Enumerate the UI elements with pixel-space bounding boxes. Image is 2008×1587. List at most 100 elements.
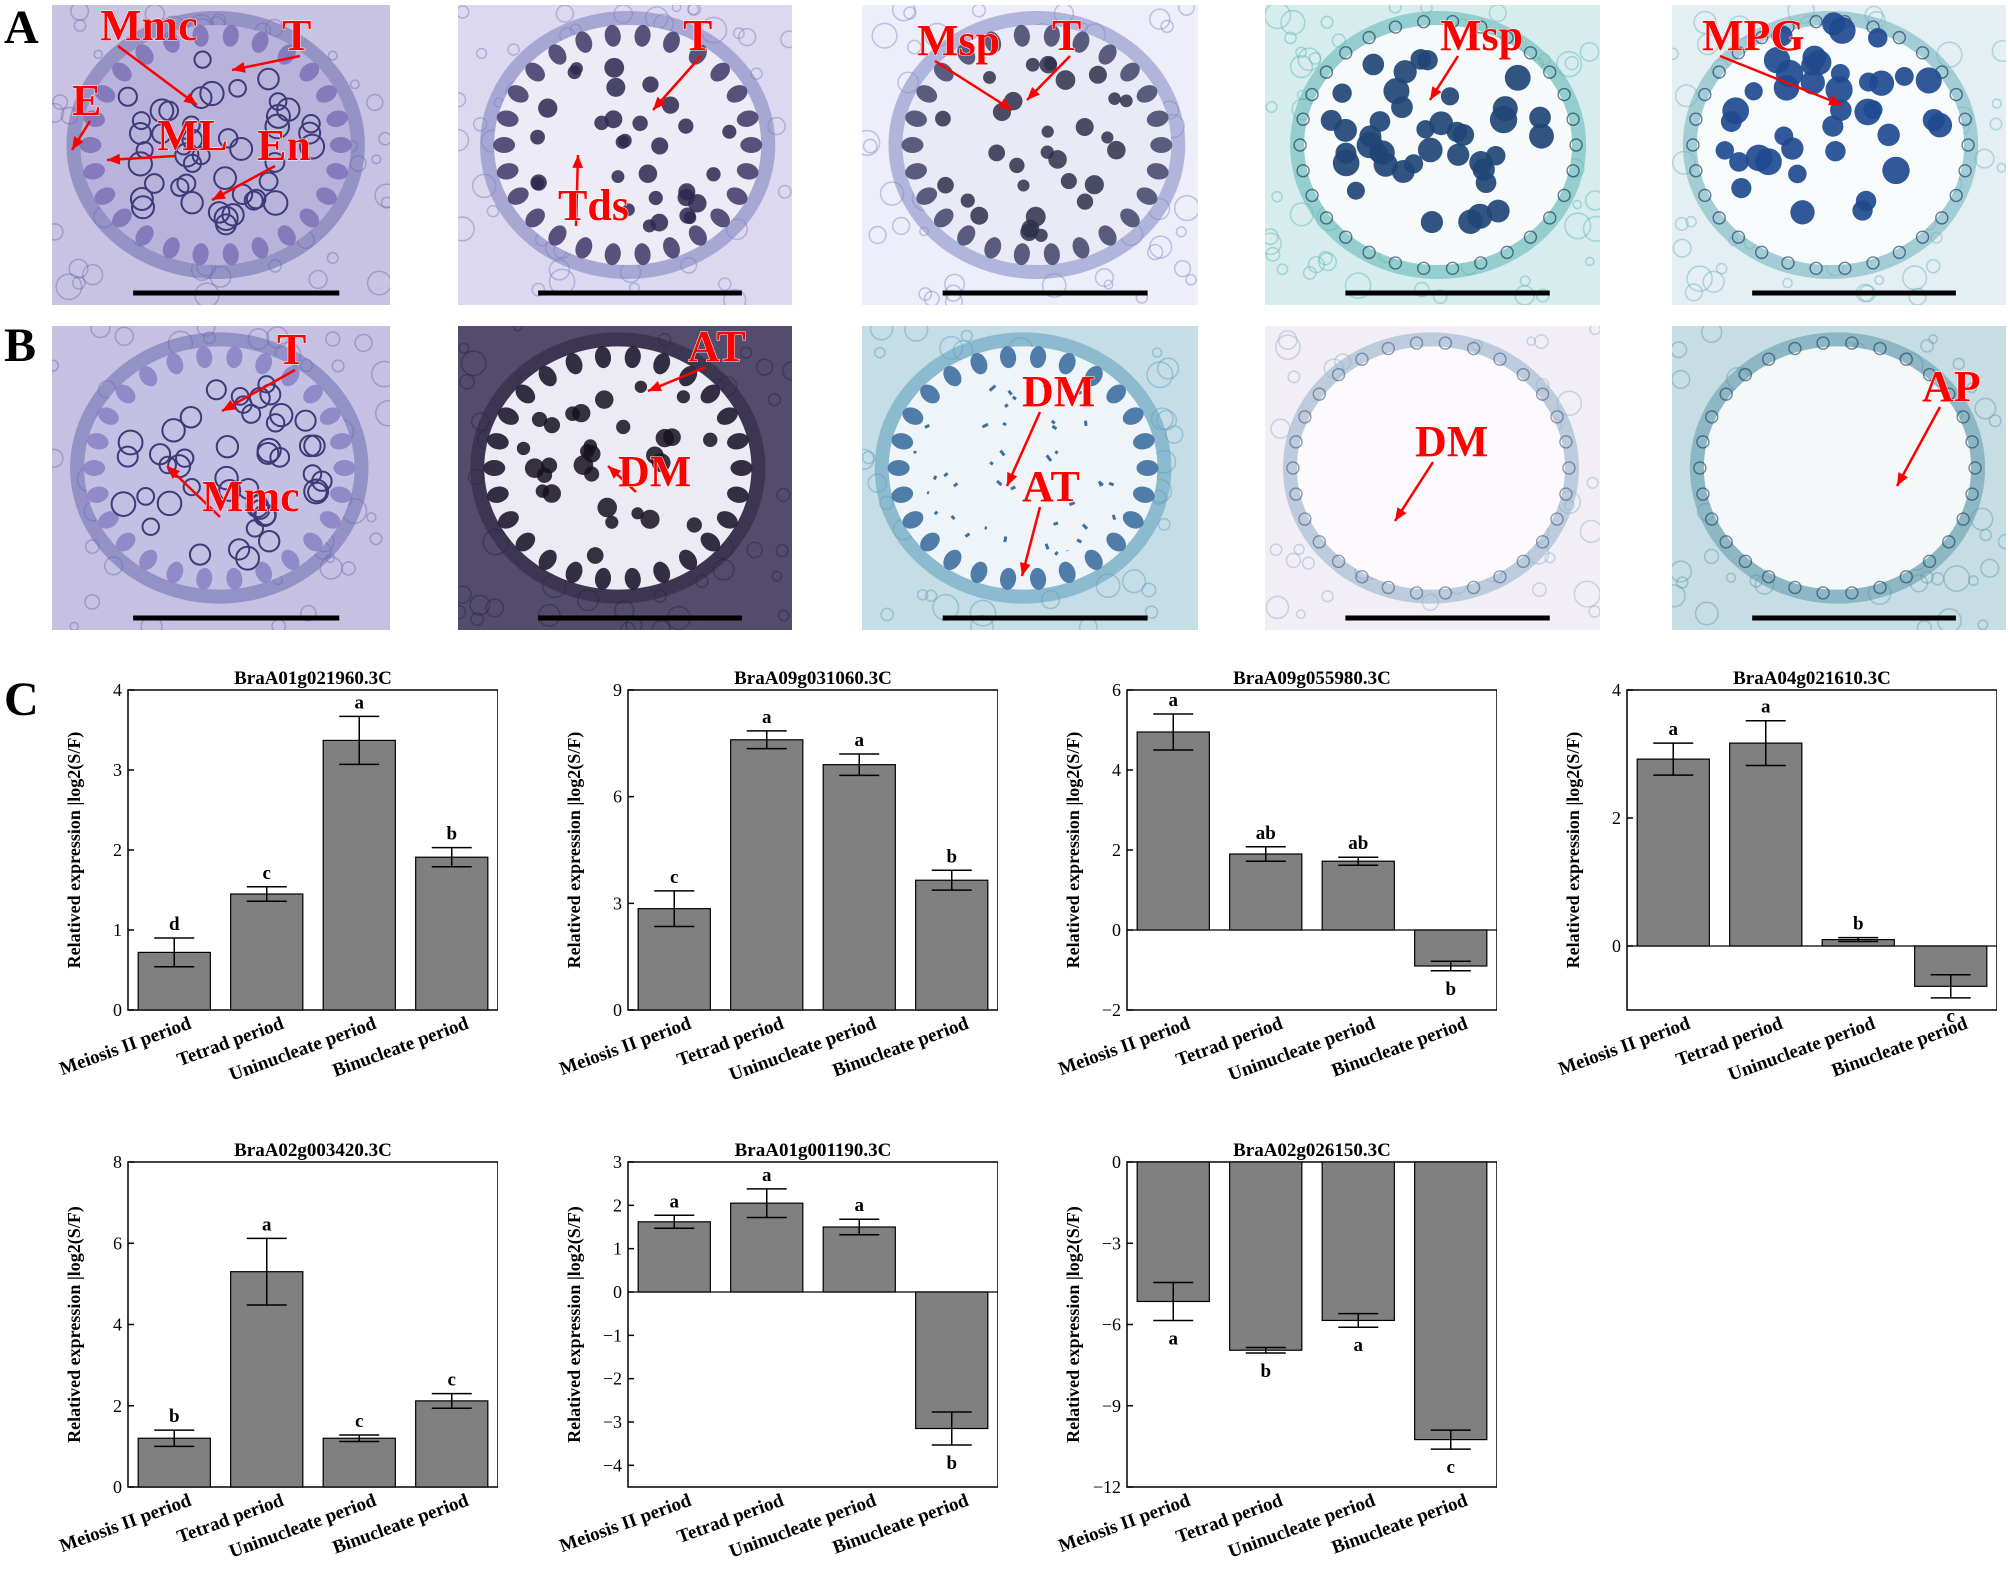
- significance-letter: c: [448, 1370, 456, 1391]
- bar: [231, 894, 303, 1010]
- annotation-label: Msp: [917, 16, 1000, 65]
- x-tick-label: Meiosis II period: [1056, 1013, 1194, 1080]
- micrograph-row-b-2: AT DM: [458, 326, 792, 630]
- annotation-label: AP: [1922, 362, 1981, 411]
- y-axis-label: Relatived expression |log2(S/F): [564, 732, 585, 969]
- chart-title: BraA02g026150.3C: [1233, 1140, 1391, 1161]
- chart-title: BraA01g021960.3C: [234, 668, 392, 689]
- significance-letter: b: [1260, 1361, 1271, 1382]
- bar: [416, 857, 488, 1010]
- significance-letter: b: [1853, 914, 1864, 935]
- y-tick-label: −1: [603, 1325, 622, 1345]
- bar: [1322, 861, 1394, 930]
- significance-letter: b: [169, 1406, 180, 1427]
- y-tick-label: 1: [113, 920, 122, 940]
- annotation-label: Tds: [558, 181, 629, 230]
- bar: [638, 1222, 710, 1292]
- y-tick-label: 0: [613, 1282, 622, 1302]
- y-tick-label: 2: [113, 840, 122, 860]
- annotation-label: DM: [618, 447, 691, 496]
- bar: [1322, 1162, 1394, 1320]
- y-tick-label: 9: [613, 680, 622, 700]
- y-tick-label: 0: [1112, 1152, 1121, 1172]
- bar: [1637, 759, 1709, 946]
- significance-letter: a: [855, 1195, 865, 1216]
- y-tick-label: 2: [113, 1396, 122, 1416]
- x-tick-label: Meiosis II period: [57, 1490, 195, 1557]
- y-tick-label: 6: [1112, 680, 1121, 700]
- chart-title: BraA02g003420.3C: [234, 1140, 392, 1161]
- y-axis-label: Relatived expression |log2(S/F): [1563, 732, 1584, 969]
- bar: [1230, 854, 1302, 930]
- annotation-label: En: [257, 121, 311, 170]
- y-tick-label: −12: [1093, 1477, 1121, 1497]
- y-tick-label: −6: [1102, 1315, 1121, 1335]
- y-tick-label: −2: [603, 1369, 622, 1389]
- significance-letter: c: [263, 863, 271, 884]
- significance-letter: a: [262, 1214, 272, 1235]
- annotation-label: T: [277, 326, 306, 374]
- bar: [1730, 743, 1802, 946]
- y-axis-label: Relatived expression |log2(S/F): [64, 1206, 85, 1443]
- significance-letter: c: [355, 1411, 363, 1432]
- y-tick-label: 4: [1612, 680, 1621, 700]
- micrograph-row-b-1: T Mmc: [52, 326, 390, 630]
- bar: [1137, 732, 1209, 930]
- significance-letter: ab: [1256, 823, 1276, 844]
- chart-title: BraA04g021610.3C: [1733, 668, 1891, 689]
- annotation-label: DM: [1022, 367, 1095, 416]
- annotation-label: T: [683, 11, 712, 60]
- micrograph-row-a-1: Mmc T E ML En: [52, 5, 390, 305]
- annotation-label: Mmc: [202, 472, 300, 521]
- annotation-label: AT: [688, 326, 746, 371]
- y-tick-label: 8: [113, 1152, 122, 1172]
- significance-letter: c: [670, 867, 678, 888]
- annotation-label: T: [282, 11, 311, 60]
- significance-letter: a: [1354, 1335, 1364, 1356]
- significance-letter: c: [1447, 1457, 1455, 1478]
- annotation-label: MPG: [1702, 11, 1805, 60]
- micrograph-row-b-5: AP: [1672, 326, 2006, 630]
- bar: [823, 765, 895, 1010]
- y-tick-label: 2: [613, 1195, 622, 1215]
- annotation-label: T: [1052, 11, 1081, 60]
- significance-letter: d: [169, 914, 180, 935]
- significance-letter: a: [670, 1191, 680, 1212]
- significance-letter: a: [762, 707, 772, 728]
- x-tick-label: Meiosis II period: [557, 1490, 695, 1557]
- panel-label-a: A: [4, 0, 39, 55]
- y-axis-label: Relatived expression |log2(S/F): [64, 732, 85, 969]
- bar: [731, 740, 803, 1010]
- significance-letter: a: [1669, 719, 1679, 740]
- micrograph-row-b-4: DM: [1265, 326, 1600, 630]
- annotation-label: ML: [157, 111, 228, 160]
- y-tick-label: 0: [613, 1000, 622, 1020]
- bar: [1137, 1162, 1209, 1301]
- annotation-label: E: [72, 76, 101, 125]
- micrograph-row-a-3: Msp T: [862, 5, 1198, 305]
- y-tick-label: −9: [1102, 1396, 1121, 1416]
- y-tick-label: 4: [113, 680, 122, 700]
- bar: [1230, 1162, 1302, 1350]
- annotation-label: DM: [1415, 417, 1488, 466]
- y-tick-label: 0: [1612, 936, 1621, 956]
- y-tick-label: 0: [113, 1000, 122, 1020]
- micrograph-row-a-4: Msp: [1265, 5, 1600, 305]
- x-tick-label: Meiosis II period: [557, 1013, 695, 1080]
- bar: [416, 1401, 488, 1487]
- y-tick-label: 2: [1112, 840, 1121, 860]
- y-axis-label: Relatived expression |log2(S/F): [1063, 1206, 1084, 1443]
- micrograph-row-a-5: MPG: [1672, 5, 2006, 305]
- y-tick-label: −4: [603, 1455, 622, 1475]
- annotation-label: Mmc: [100, 5, 198, 50]
- chart-title: BraA09g055980.3C: [1233, 668, 1391, 689]
- y-tick-label: 0: [1112, 920, 1121, 940]
- x-tick-label: Meiosis II period: [1556, 1013, 1694, 1080]
- significance-letter: ab: [1348, 833, 1368, 854]
